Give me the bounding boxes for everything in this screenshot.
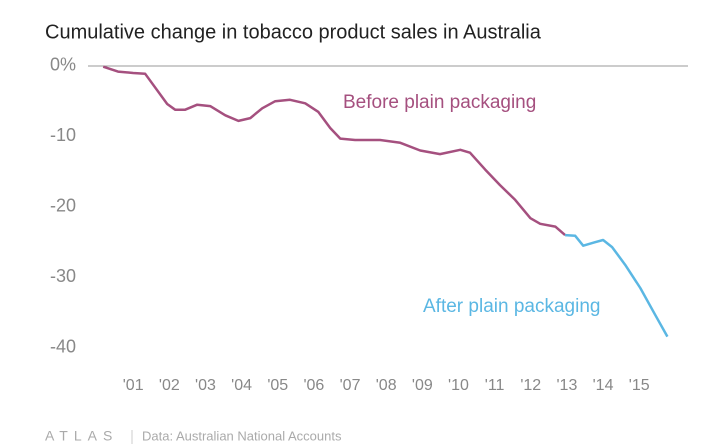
series-label: Before plain packaging	[343, 92, 536, 113]
x-tick-label: '09	[412, 377, 433, 394]
y-tick-label: -40	[50, 337, 76, 357]
x-tick-label: '04	[231, 377, 252, 394]
x-tick-label: '08	[376, 377, 397, 394]
y-tick-label: -30	[50, 266, 76, 286]
series-label: After plain packaging	[423, 296, 600, 317]
x-tick-label: '06	[303, 377, 324, 394]
logo: ATLAS	[45, 428, 118, 444]
x-tick-label: '03	[195, 377, 216, 394]
source: Data: Australian National Accounts	[142, 428, 342, 443]
y-tick-label: -10	[50, 125, 76, 145]
x-tick-label: '12	[520, 377, 541, 394]
x-tick-label: '14	[593, 377, 614, 394]
chart-title: Cumulative change in tobacco product sal…	[45, 21, 542, 43]
line	[565, 233, 669, 338]
x-tick-label: '11	[485, 377, 505, 394]
line	[102, 65, 566, 237]
x-tick-label: '15	[629, 377, 650, 394]
y-tick-label: -20	[50, 196, 76, 216]
x-tick-label: '05	[267, 377, 288, 394]
y-tick-label: 0%	[50, 55, 76, 75]
x-tick-label: '02	[159, 377, 180, 394]
x-tick-label: '13	[556, 377, 577, 394]
x-tick-label: '01	[123, 377, 144, 394]
x-tick-label: '10	[448, 377, 469, 394]
x-tick-label: '07	[340, 377, 361, 394]
